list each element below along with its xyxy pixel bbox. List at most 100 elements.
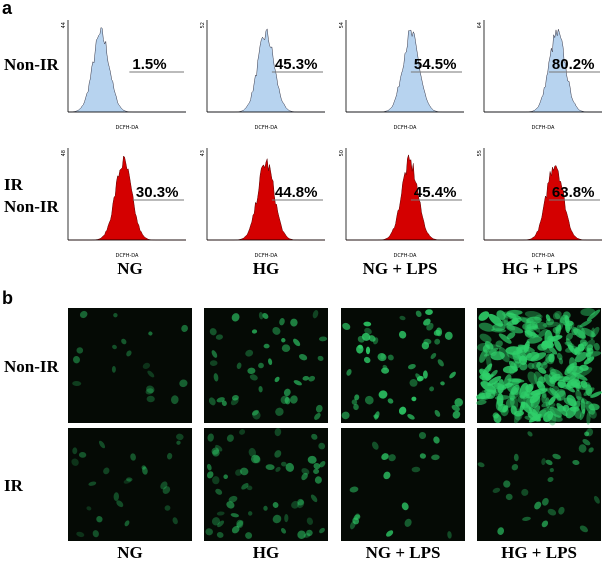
cell — [521, 488, 529, 496]
cell — [226, 501, 235, 509]
cell — [562, 373, 577, 383]
row-label: IR — [4, 476, 24, 495]
cell — [579, 408, 586, 421]
cell — [479, 333, 492, 343]
cell — [346, 369, 352, 376]
cell — [126, 477, 133, 482]
cell — [265, 464, 275, 471]
cell — [505, 397, 515, 408]
y-max-label: 50 — [339, 150, 345, 156]
cell — [301, 472, 308, 481]
cell — [209, 328, 217, 336]
cell — [284, 514, 289, 523]
cell — [248, 447, 256, 457]
cell — [181, 324, 188, 332]
percent: 44.8% — [275, 184, 318, 201]
cell — [478, 392, 486, 399]
cell — [430, 353, 437, 359]
cell — [236, 519, 244, 528]
cell — [318, 442, 326, 450]
cell — [215, 488, 223, 495]
cell — [142, 466, 148, 475]
cell — [576, 367, 593, 378]
cell — [123, 478, 132, 484]
cell — [505, 493, 513, 501]
cell — [526, 323, 539, 330]
cell — [579, 319, 592, 328]
cell — [76, 531, 85, 538]
cell — [520, 401, 533, 414]
cell — [297, 530, 306, 539]
cell — [563, 311, 571, 319]
cell — [398, 406, 407, 415]
cell — [588, 447, 594, 453]
cell — [79, 310, 88, 319]
cell — [166, 452, 173, 460]
cell — [571, 326, 578, 336]
cell — [381, 453, 389, 461]
cell — [176, 433, 184, 441]
cell — [551, 385, 560, 393]
cell — [493, 413, 502, 424]
cell — [103, 467, 110, 475]
cell — [526, 336, 543, 344]
cell — [548, 372, 557, 380]
y-max-label: 44 — [61, 22, 67, 28]
cell — [484, 372, 492, 381]
cell — [511, 464, 519, 471]
cell — [246, 485, 253, 491]
cell — [245, 349, 254, 357]
cell — [429, 386, 435, 392]
x-axis-label: DCFH-DA — [116, 125, 140, 131]
cell — [548, 353, 555, 363]
cell — [440, 381, 445, 386]
y-max-label: 52 — [200, 22, 206, 28]
cell — [358, 344, 363, 349]
cell — [578, 444, 587, 453]
cell — [386, 530, 394, 537]
cell — [558, 357, 564, 365]
cell — [312, 310, 319, 319]
percent: 30.3% — [136, 184, 179, 201]
cell — [563, 397, 577, 407]
cell — [251, 329, 258, 334]
cell — [545, 314, 551, 322]
cell — [593, 342, 600, 351]
percent: 1.5% — [132, 56, 166, 73]
cell — [228, 495, 238, 503]
cell — [495, 395, 510, 401]
cell — [206, 471, 214, 479]
cell — [454, 398, 463, 407]
cell — [545, 459, 553, 466]
cell — [518, 355, 528, 365]
cell — [285, 462, 295, 472]
cell — [519, 316, 530, 324]
cell — [319, 527, 325, 534]
cell — [509, 360, 517, 375]
cell — [437, 359, 444, 367]
cell — [497, 379, 505, 394]
y-max-label: 55 — [477, 150, 483, 156]
cell — [274, 376, 280, 383]
cell — [372, 337, 379, 345]
cell — [574, 380, 580, 392]
cell — [497, 403, 507, 413]
cell — [213, 373, 219, 382]
cell — [542, 321, 560, 328]
cell — [506, 325, 524, 334]
cell — [88, 481, 97, 486]
cell — [212, 476, 220, 485]
cell — [146, 395, 155, 403]
cell — [404, 518, 412, 527]
cell — [523, 340, 530, 354]
cell — [293, 338, 301, 347]
cell — [590, 391, 602, 398]
cell — [490, 369, 498, 378]
cell — [124, 520, 130, 527]
cell — [541, 520, 549, 528]
cell — [552, 453, 561, 460]
cell — [503, 480, 511, 488]
cell — [141, 465, 146, 470]
cell — [364, 327, 372, 335]
cell — [527, 371, 538, 385]
